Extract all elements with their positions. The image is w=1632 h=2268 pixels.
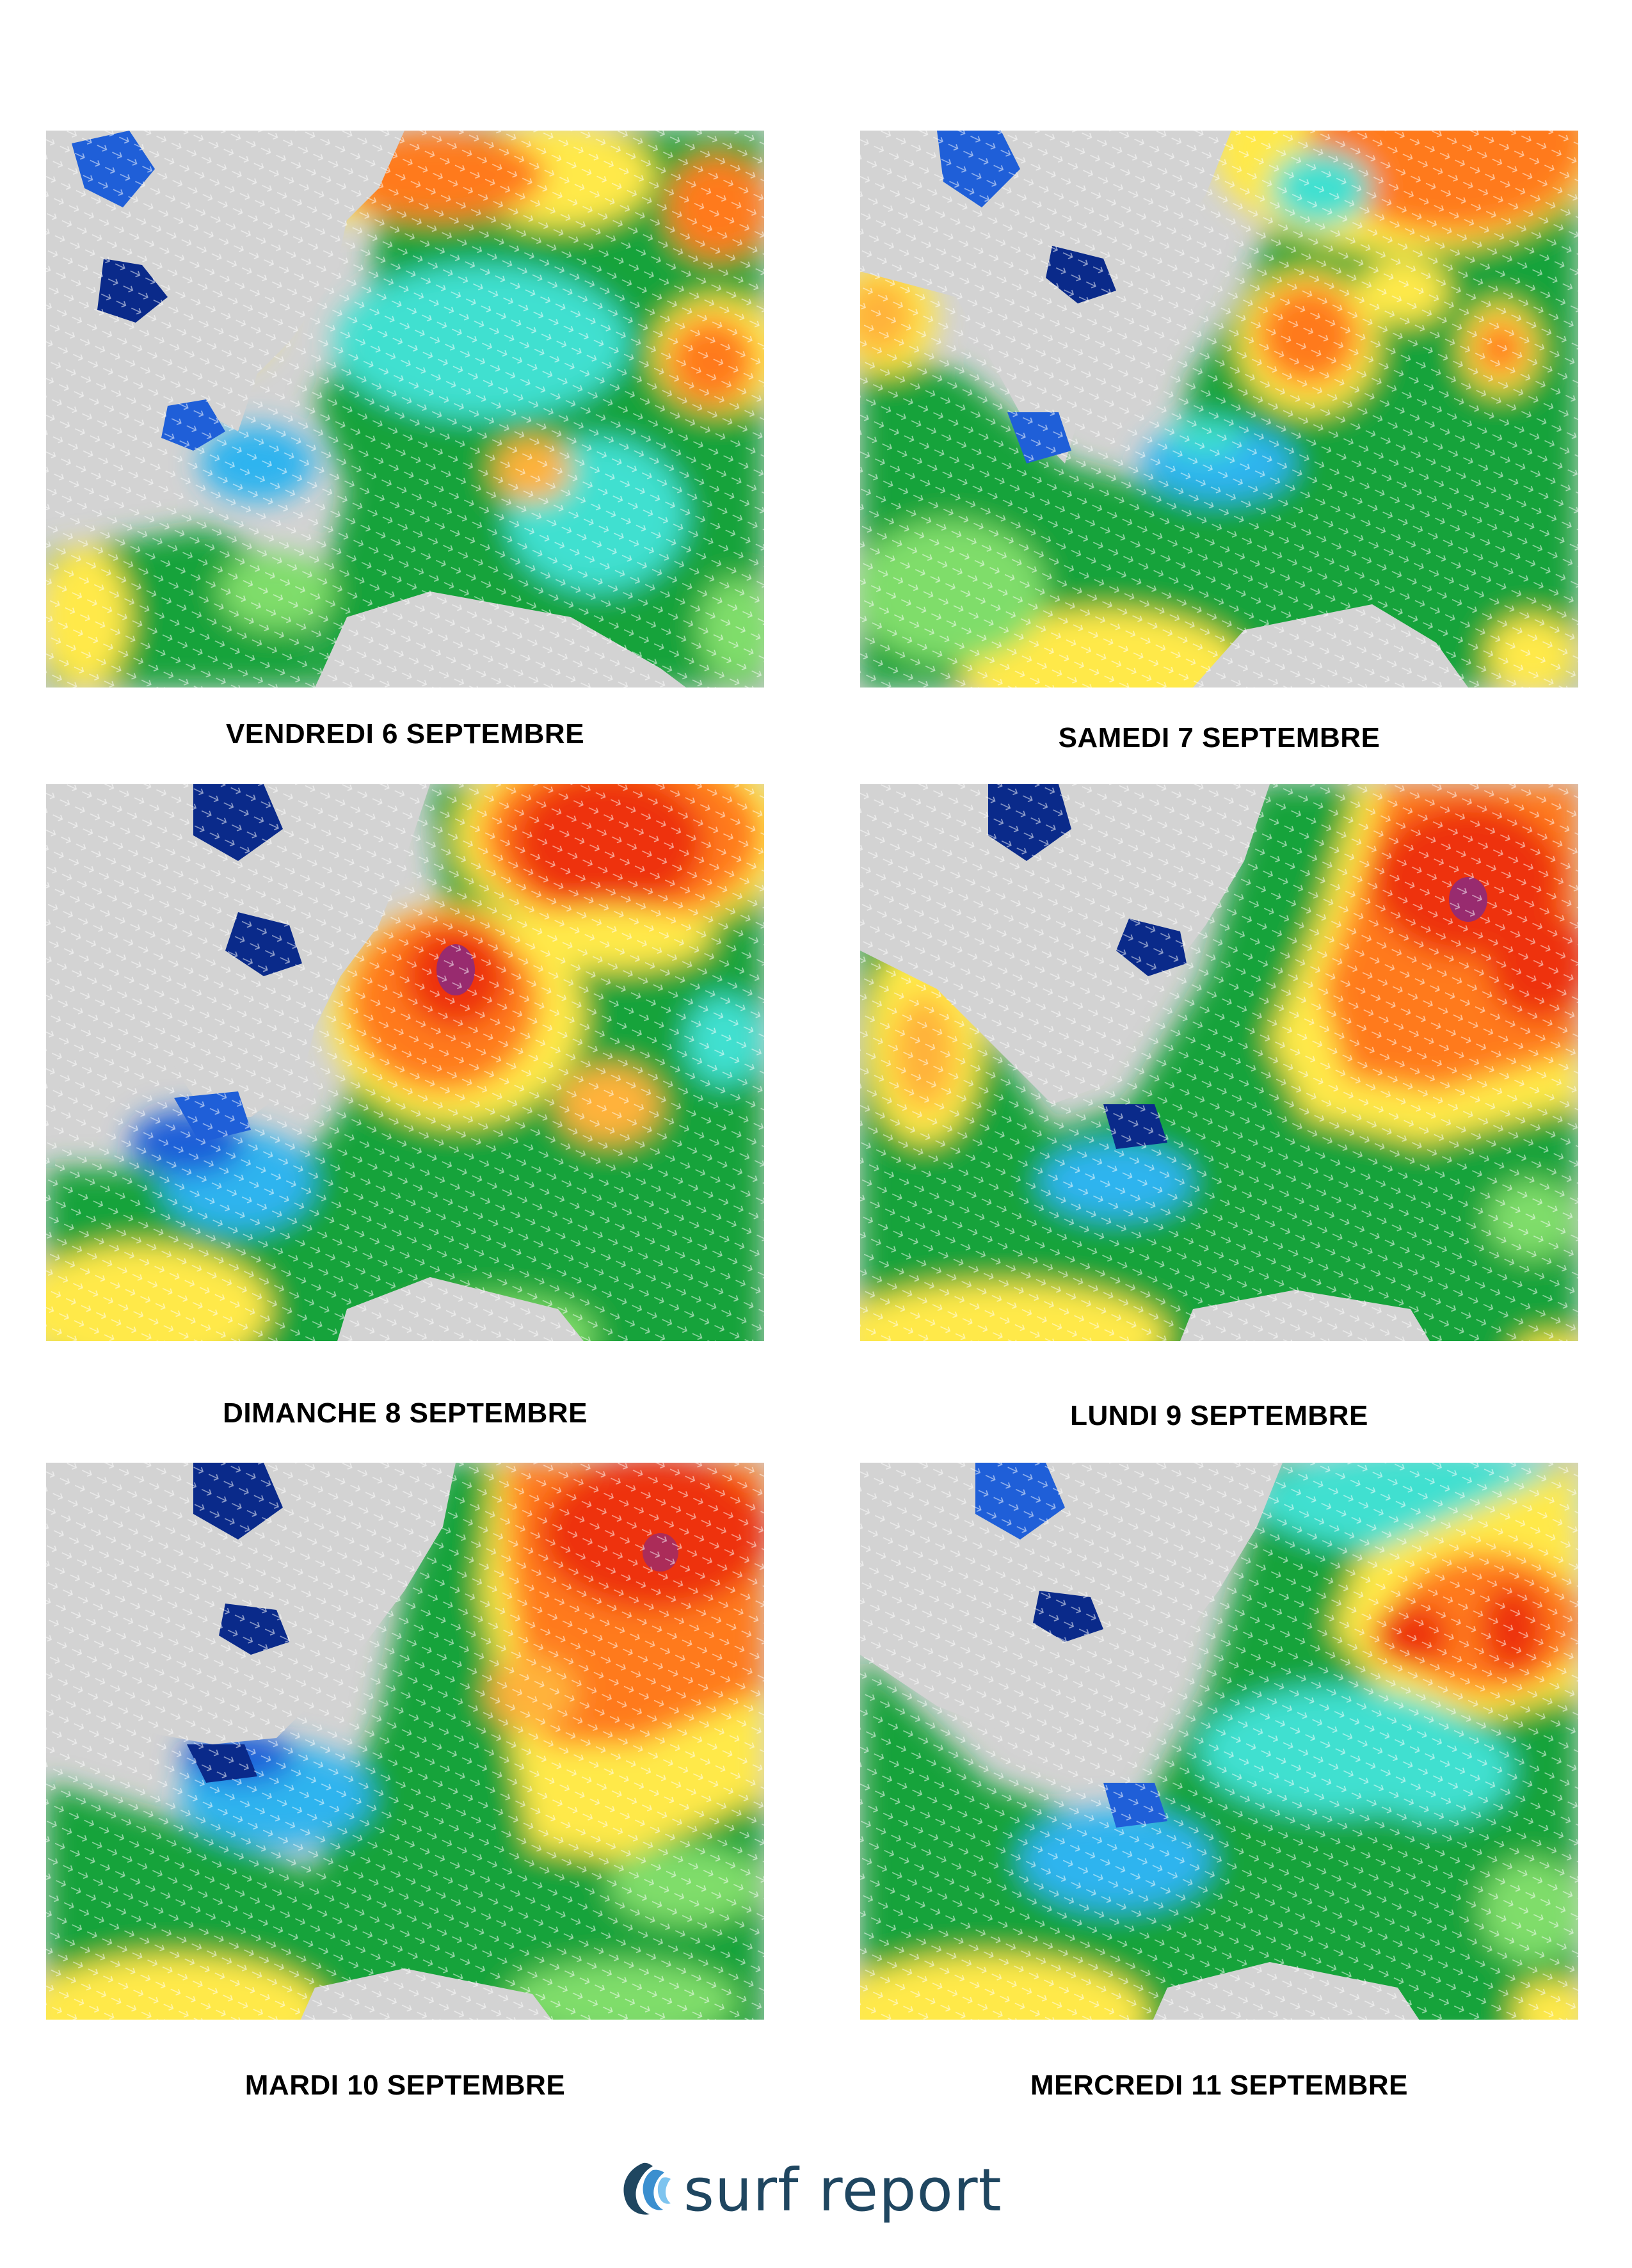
wave-height-chart [860,131,1578,688]
panel-date-caption: SAMEDI 7 SEPTEMBRE [1058,722,1380,753]
wave-height-chart [46,784,764,1341]
wave-forecast-map [46,1463,764,2020]
wave-forecast-map [860,131,1578,688]
surf-report-logo: surf report [614,2151,1024,2228]
panel-date-caption: LUNDI 9 SEPTEMBRE [1070,1400,1368,1431]
brand-name: surf report [684,2156,1002,2224]
wave-height-chart [46,1463,764,2020]
panel-date-caption: MARDI 10 SEPTEMBRE [244,2070,566,2101]
wave-forecast-map [860,1463,1578,2020]
panel-date-caption: VENDREDI 6 SEPTEMBRE [225,718,585,750]
panel-date-caption: MERCREDI 11 SEPTEMBRE [1030,2070,1408,2101]
wave-forecast-map [46,784,764,1341]
wave-height-chart [860,1463,1578,2020]
wave-height-chart [46,131,764,688]
panel-date-caption: DIMANCHE 8 SEPTEMBRE [223,1397,588,1429]
wave-forecast-map [860,784,1578,1341]
wave-height-chart [860,784,1578,1341]
wave-forecast-map [46,131,764,688]
wave-logo-icon [623,2162,671,2215]
